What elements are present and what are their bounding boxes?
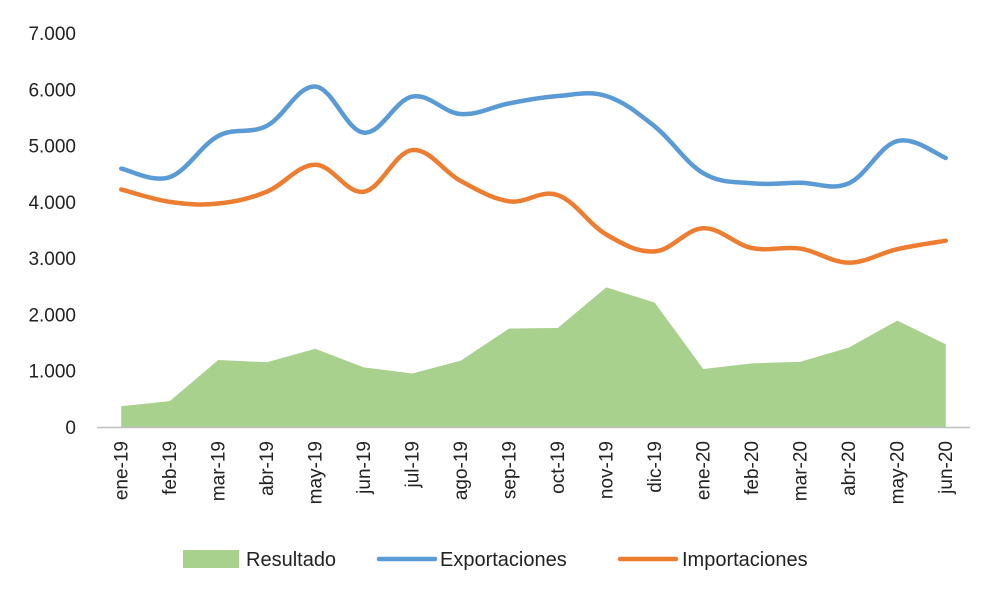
x-tick-label: nov-19: [596, 441, 617, 499]
x-tick-label: dic-19: [645, 441, 666, 493]
x-tick-label: abr-19: [257, 441, 278, 496]
area-resultado: [121, 287, 946, 427]
area-layer: [121, 287, 946, 427]
y-tick-label: 2.000: [28, 305, 76, 326]
line-importaciones: [119, 147, 948, 265]
x-tick-label: may-20: [887, 441, 908, 504]
y-tick-label: 1.000: [28, 362, 76, 383]
x-tick-label: sep-19: [499, 441, 520, 499]
y-tick-label: 3.000: [28, 249, 76, 270]
x-tick-label: jun-20: [936, 441, 957, 495]
legend-label-resultado: Resultado: [246, 549, 336, 571]
x-tick-label: feb-20: [742, 441, 763, 495]
x-tick-label: ago-19: [451, 441, 472, 500]
x-tick-label: may-19: [305, 441, 326, 504]
x-tick-label: jun-19: [354, 441, 375, 495]
legend-swatch-resultado: [183, 550, 239, 568]
axis-layer: 0 1.000 2.000 3.000 4.000 5.000 6.000 7.000 ene-…: [28, 24, 970, 504]
x-tick-label: mar-20: [790, 441, 811, 501]
legend-label-importaciones: Importaciones: [682, 549, 808, 571]
y-tick-label: 7.000: [28, 24, 76, 45]
y-tick-label: 6.000: [28, 80, 76, 101]
legend: Resultado Exportaciones Importaciones: [183, 549, 808, 571]
line-layer: [119, 84, 948, 265]
x-tick-label: ene-19: [111, 441, 132, 500]
y-tick-label: 4.000: [28, 193, 76, 214]
x-tick-label: abr-20: [839, 441, 860, 496]
x-tick-label: mar-19: [208, 441, 229, 501]
legend-label-exportaciones: Exportaciones: [440, 549, 567, 571]
x-tick-label: oct-19: [548, 441, 569, 494]
x-tick-label: feb-19: [160, 441, 181, 495]
y-tick-label: 5.000: [28, 137, 76, 158]
x-tick-label: ene-20: [693, 441, 714, 500]
y-tick-label: 0: [65, 418, 76, 439]
line-exportaciones: [119, 84, 948, 189]
x-tick-label: jul-19: [402, 441, 423, 488]
